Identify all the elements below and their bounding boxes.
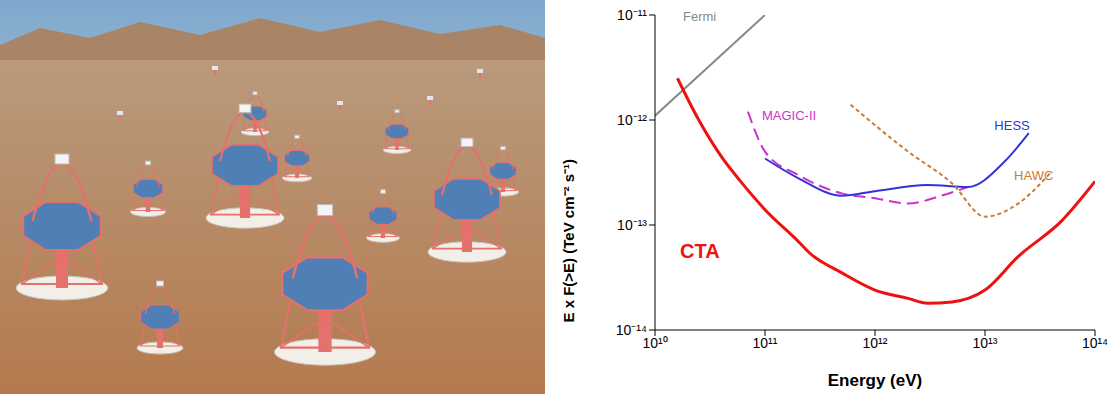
svg-text:Energy (eV): Energy (eV)	[828, 371, 922, 390]
svg-text:E x F(>E) (TeV cm⁻² s⁻¹): E x F(>E) (TeV cm⁻² s⁻¹)	[560, 159, 577, 323]
svg-text:Fermi: Fermi	[683, 9, 716, 24]
svg-text:10¹¹: 10¹¹	[753, 335, 778, 351]
svg-text:10¹²: 10¹²	[863, 335, 888, 351]
svg-text:10⁻¹²: 10⁻¹²	[617, 112, 647, 128]
svg-text:10¹⁰: 10¹⁰	[642, 334, 668, 351]
svg-text:10⁻¹⁴: 10⁻¹⁴	[616, 322, 647, 338]
svg-text:10⁻¹³: 10⁻¹³	[617, 217, 647, 233]
svg-text:MAGIC-II: MAGIC-II	[762, 108, 816, 123]
svg-text:10¹⁴: 10¹⁴	[1082, 335, 1108, 351]
svg-text:10¹³: 10¹³	[973, 335, 998, 351]
svg-text:CTA: CTA	[680, 240, 720, 262]
svg-text:10⁻¹¹: 10⁻¹¹	[617, 7, 647, 23]
svg-text:HESS: HESS	[994, 118, 1030, 133]
svg-text:HAWC: HAWC	[1014, 168, 1053, 183]
